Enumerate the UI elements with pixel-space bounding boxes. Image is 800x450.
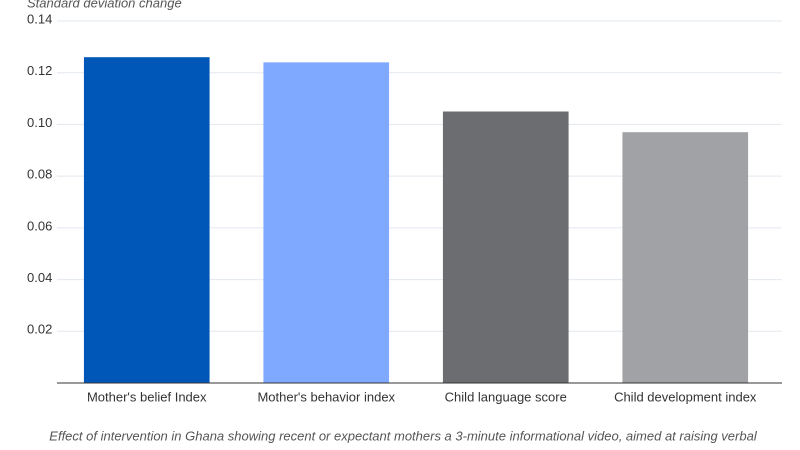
y-tick-label: 0.04: [27, 270, 52, 285]
y-tick-label: 0.10: [27, 115, 52, 130]
bar: [442, 111, 569, 383]
bar: [83, 57, 210, 383]
y-tick-label: 0.02: [27, 322, 52, 337]
y-tick-label: 0.12: [27, 63, 52, 78]
y-tick-label: 0.14: [27, 11, 52, 26]
x-tick-label: Mother's behavior index: [257, 389, 395, 404]
y-tick-label: 0.08: [27, 167, 52, 182]
y-axis-title: Standard deviation change: [27, 0, 182, 10]
caption: Effect of intervention in Ghana showing …: [49, 428, 758, 443]
bar: [263, 62, 390, 383]
x-tick-label: Mother's belief Index: [87, 389, 207, 404]
x-tick-label: Child development index: [614, 389, 757, 404]
x-tick-label: Child language score: [445, 389, 567, 404]
bar: [622, 132, 749, 383]
y-tick-label: 0.06: [27, 218, 52, 233]
